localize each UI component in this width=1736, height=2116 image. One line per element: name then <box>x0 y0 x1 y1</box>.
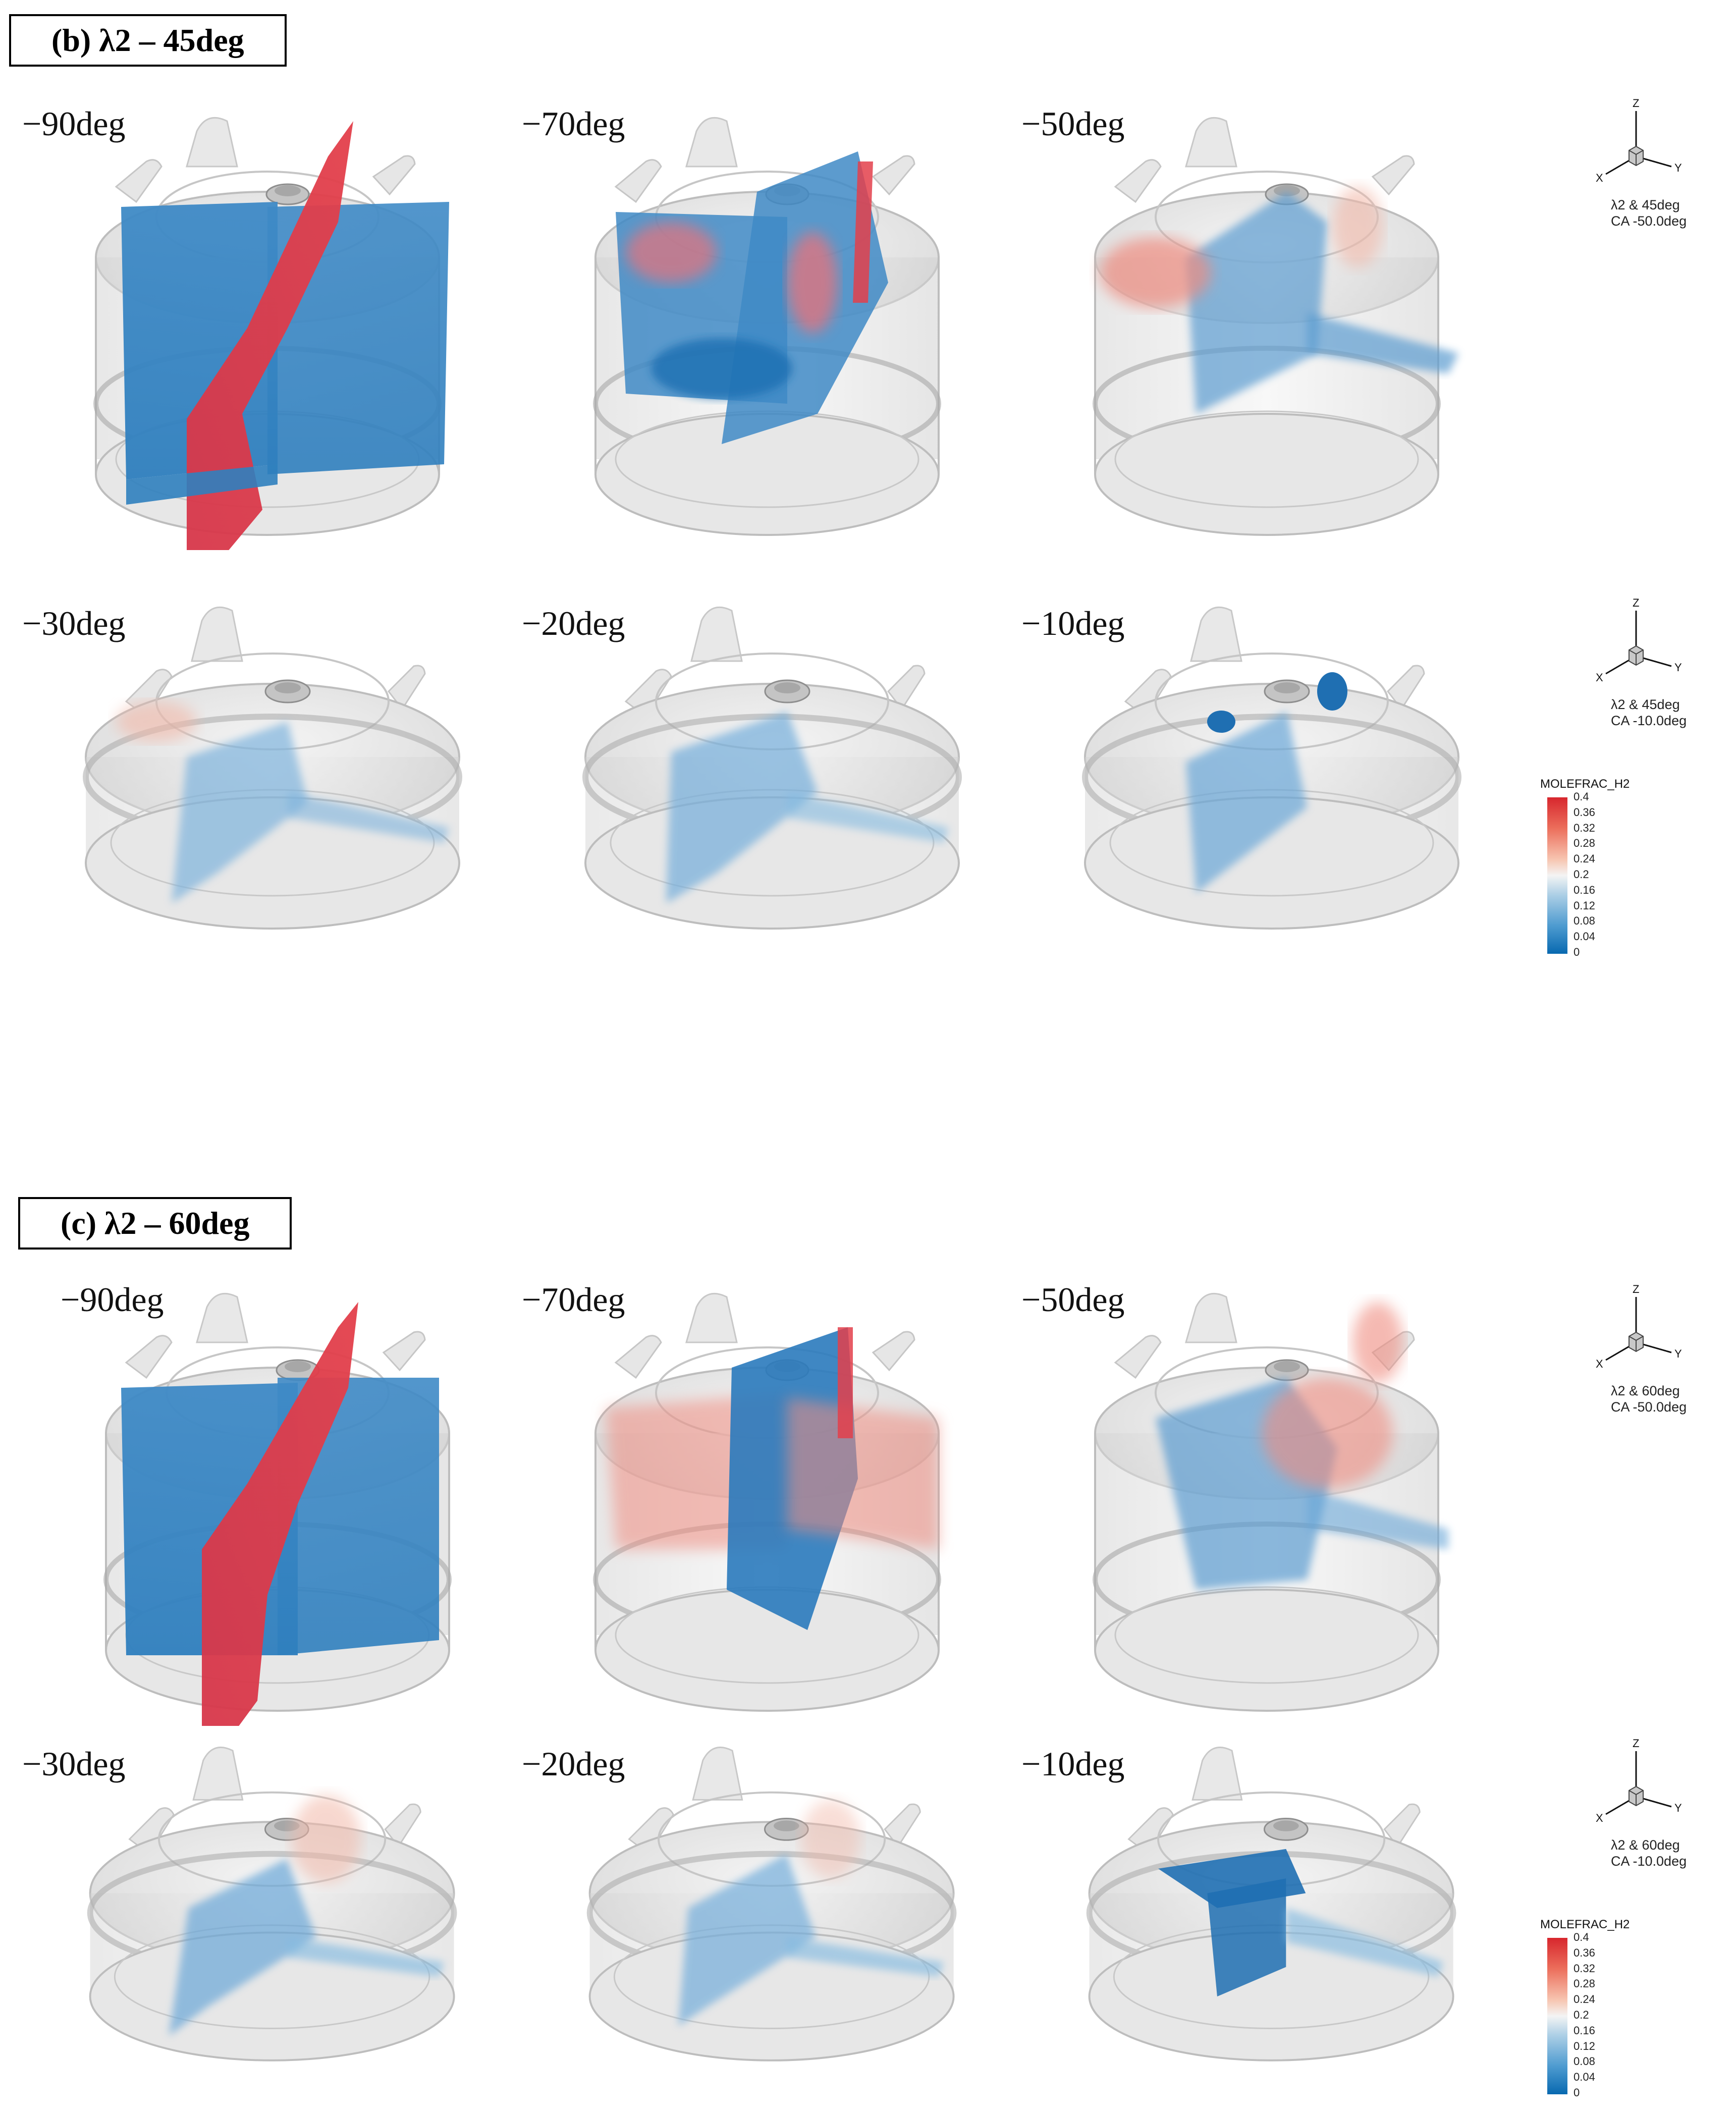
panel-row: −30deg −20deg −10deg λ2 & 60deg CA -10.0… <box>5 1731 1731 2114</box>
cylinder-render <box>1004 1731 1504 2114</box>
cylinder-panel: −90deg <box>5 91 505 550</box>
colorbar-tick: 0 <box>1574 2086 1580 2099</box>
crank-angle-label: −90deg <box>61 1280 164 1319</box>
crank-angle-label: −10deg <box>1021 604 1125 642</box>
cylinder-render <box>5 91 449 550</box>
case-info: λ2 & 45deg CA -10.0deg MOLEFRAC_H2 0.4 0… <box>1535 590 1717 984</box>
cylinder-panel: −20deg <box>505 590 1004 984</box>
crank-angle-label: −10deg <box>1021 1745 1125 1783</box>
case-label: λ2 & 45deg <box>1611 197 1680 212</box>
colorbar-tick: 0.08 <box>1574 2055 1595 2068</box>
colorbar-tick: 0.4 <box>1574 790 1589 803</box>
colorbar-tick: 0.12 <box>1574 899 1595 912</box>
case-label: λ2 & 60deg <box>1611 1383 1680 1398</box>
axis-triad-icon <box>1595 595 1683 685</box>
crank-angle-label: −70deg <box>522 1280 625 1319</box>
crank-angle-readout: CA -50.0deg <box>1611 1399 1687 1415</box>
crank-angle-label: −50deg <box>1021 1280 1125 1319</box>
cylinder-render <box>1004 1267 1504 1726</box>
crank-angle-label: −20deg <box>522 604 625 642</box>
colorbar-tick: 0.4 <box>1574 1931 1589 1943</box>
cylinder-panel: −50deg <box>1004 1267 1504 1726</box>
axis-triad-icon <box>1595 1282 1683 1371</box>
section-c: (c) λ2 – 60deg −90deg −70deg −50deg λ2 &… <box>0 1176 1736 2116</box>
colorbar-tick: 0.12 <box>1574 2039 1595 2052</box>
colorbar-ticks: 0.4 0.36 0.32 0.28 0.24 0.2 0.16 0.12 0.… <box>1574 1932 1595 2098</box>
case-info: λ2 & 60deg CA -10.0deg MOLEFRAC_H2 0.4 0… <box>1535 1731 1717 2114</box>
crank-angle-label: −50deg <box>1021 104 1125 143</box>
crank-angle-label: −90deg <box>22 104 126 143</box>
crank-angle-readout: CA -10.0deg <box>1611 1854 1687 1869</box>
cylinder-panel: −10deg <box>1004 1731 1504 2114</box>
section-b: (b) λ2 – 45deg −90deg −70deg −50deg λ2 &… <box>0 0 1736 1009</box>
axis-triad-icon <box>1595 96 1683 185</box>
colorbar-legend: MOLEFRAC_H2 0.4 0.36 0.32 0.28 0.24 0.2 … <box>1540 777 1692 969</box>
colorbar-tick: 0.28 <box>1574 1977 1595 1990</box>
colorbar-tick: 0.32 <box>1574 1962 1595 1975</box>
cylinder-render <box>5 590 505 984</box>
colorbar-tick: 0.24 <box>1574 1993 1595 2006</box>
colorbar-legend: MOLEFRAC_H2 0.4 0.36 0.32 0.28 0.24 0.2 … <box>1540 1918 1692 2109</box>
panel-row: −30deg −20deg −10deg λ2 & 45deg CA -10.0… <box>5 590 1731 984</box>
cylinder-render <box>1004 91 1504 550</box>
section-title: (c) λ2 – 60deg <box>18 1197 292 1250</box>
case-label: λ2 & 60deg <box>1611 1837 1680 1853</box>
colorbar-tick: 0.36 <box>1574 1946 1595 1959</box>
panel-row: −90deg −70deg −50deg λ2 & 60deg CA -50.0… <box>5 1267 1731 1726</box>
cylinder-panel: −30deg <box>5 590 505 984</box>
cylinder-render <box>505 590 1004 984</box>
crank-angle-readout: CA -50.0deg <box>1611 213 1687 229</box>
colorbar-ticks: 0.4 0.36 0.32 0.28 0.24 0.2 0.16 0.12 0.… <box>1574 791 1595 958</box>
colorbar <box>1547 1938 1567 2094</box>
cylinder-render <box>1004 590 1504 984</box>
colorbar-tick: 0.04 <box>1574 2071 1595 2084</box>
cylinder-render <box>5 1731 505 2114</box>
crank-angle-readout: CA -10.0deg <box>1611 713 1687 728</box>
cylinder-render <box>505 1267 1004 1726</box>
colorbar-tick: 0.04 <box>1574 930 1595 943</box>
case-info: λ2 & 60deg CA -50.0deg <box>1535 1277 1717 1726</box>
crank-angle-label: −30deg <box>22 1745 126 1783</box>
cylinder-panel: −70deg <box>505 1267 1004 1726</box>
axis-triad-icon <box>1595 1736 1683 1825</box>
colorbar-tick: 0.16 <box>1574 2024 1595 2037</box>
legend-title: MOLEFRAC_H2 <box>1540 777 1630 791</box>
colorbar-tick: 0.2 <box>1574 867 1589 881</box>
cylinder-panel: −70deg <box>505 91 1004 550</box>
cylinder-panel: −10deg <box>1004 590 1504 984</box>
colorbar <box>1547 797 1567 954</box>
colorbar-tick: 0.28 <box>1574 837 1595 850</box>
colorbar-tick: 0.08 <box>1574 914 1595 928</box>
section-title: (b) λ2 – 45deg <box>9 14 287 67</box>
colorbar-tick: 0.16 <box>1574 883 1595 896</box>
colorbar-tick: 0.2 <box>1574 2008 1589 2021</box>
crank-angle-label: −20deg <box>522 1745 625 1783</box>
panel-row: −90deg −70deg −50deg λ2 & 45deg CA -50.0… <box>5 91 1731 550</box>
case-info: λ2 & 45deg CA -50.0deg <box>1535 91 1717 550</box>
colorbar-tick: 0.32 <box>1574 821 1595 834</box>
cylinder-render <box>505 91 1004 550</box>
crank-angle-label: −30deg <box>22 604 126 642</box>
case-label: λ2 & 45deg <box>1611 697 1680 712</box>
cylinder-render <box>505 1731 1004 2114</box>
colorbar-tick: 0 <box>1574 945 1580 958</box>
crank-angle-label: −70deg <box>522 104 625 143</box>
colorbar-tick: 0.36 <box>1574 805 1595 819</box>
cylinder-panel: −30deg <box>5 1731 505 2114</box>
legend-title: MOLEFRAC_H2 <box>1540 1918 1630 1931</box>
cylinder-panel: −20deg <box>505 1731 1004 2114</box>
cylinder-panel: −90deg <box>15 1267 515 1726</box>
cylinder-panel: −50deg <box>1004 91 1504 550</box>
cylinder-render <box>15 1267 515 1726</box>
colorbar-tick: 0.24 <box>1574 852 1595 865</box>
